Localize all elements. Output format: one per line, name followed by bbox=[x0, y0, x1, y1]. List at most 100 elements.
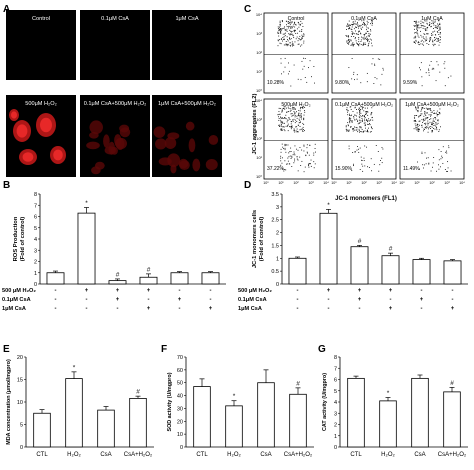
event-dot bbox=[371, 63, 373, 65]
event-dot bbox=[284, 147, 286, 149]
event-dot bbox=[350, 40, 352, 42]
event-dot bbox=[427, 108, 429, 110]
event-dot bbox=[365, 113, 367, 115]
event-dot bbox=[281, 121, 283, 123]
bar-chart-b: 0 1 2 3 4 5 6 7 8 ROS Production (Fold of control)… bbox=[2, 180, 226, 312]
bar bbox=[170, 272, 189, 285]
event-dot bbox=[437, 122, 439, 124]
event-dot bbox=[416, 21, 418, 23]
event-dot bbox=[299, 156, 301, 158]
event-dot bbox=[414, 36, 416, 38]
event-dot bbox=[438, 28, 440, 30]
event-dot bbox=[369, 33, 371, 35]
event-dot bbox=[292, 114, 294, 116]
event-dot bbox=[366, 146, 368, 148]
bar-chart-f: 0 10 20 30 40 50 60 70 SOD activity (U/mgpro) F CT… bbox=[161, 344, 314, 458]
event-dot bbox=[423, 33, 425, 35]
event-dot bbox=[355, 129, 357, 131]
event-dot bbox=[361, 131, 363, 133]
event-dot bbox=[366, 120, 368, 121]
event-dot bbox=[293, 107, 295, 109]
event-dot bbox=[361, 118, 363, 119]
event-dot bbox=[291, 26, 293, 28]
event-dot bbox=[426, 157, 427, 159]
event-dot bbox=[426, 112, 428, 113]
event-dot bbox=[429, 23, 430, 25]
event-dot bbox=[426, 33, 428, 35]
stained-cell-core bbox=[53, 149, 63, 161]
event-dot bbox=[281, 129, 283, 131]
event-dot bbox=[291, 33, 293, 35]
event-dot bbox=[280, 128, 282, 130]
bar-chart-g: 0 1 2 3 4 5 6 7 8 CAT activity (U/mgpro) G CTL * H₂O₂… bbox=[318, 344, 468, 458]
event-dot bbox=[309, 144, 311, 146]
significance-mark: # bbox=[296, 380, 300, 387]
event-dot bbox=[415, 126, 417, 128]
flow-tick-label: 10² bbox=[293, 181, 299, 185]
event-dot bbox=[311, 76, 312, 78]
micrograph-background bbox=[6, 10, 76, 80]
event-dot bbox=[300, 23, 302, 25]
event-dot bbox=[420, 43, 422, 45]
event-dot bbox=[429, 121, 431, 123]
event-dot bbox=[370, 39, 372, 41]
event-dot bbox=[367, 39, 369, 41]
event-dot bbox=[304, 58, 306, 59]
event-dot bbox=[281, 128, 283, 130]
event-dot bbox=[369, 123, 370, 124]
event-dot bbox=[284, 117, 286, 119]
event-dot bbox=[448, 145, 450, 147]
event-dot bbox=[424, 33, 426, 35]
event-dot bbox=[415, 128, 417, 130]
bar bbox=[288, 257, 307, 285]
event-dot bbox=[280, 58, 282, 60]
event-dot bbox=[369, 124, 371, 126]
event-dot bbox=[352, 151, 354, 153]
event-dot bbox=[424, 113, 426, 115]
event-dot bbox=[359, 131, 361, 133]
event-dot bbox=[358, 27, 359, 29]
flow-tick-label: 10¹ bbox=[256, 69, 262, 74]
event-dot bbox=[280, 122, 282, 124]
event-dot bbox=[360, 121, 362, 123]
event-dot bbox=[415, 21, 417, 23]
event-dot bbox=[287, 22, 289, 24]
event-dot bbox=[365, 29, 367, 31]
event-dot bbox=[371, 128, 373, 130]
micrograph: 500μM H₂O₂ bbox=[6, 95, 76, 177]
faint-cell bbox=[205, 159, 218, 171]
event-dot bbox=[287, 125, 288, 127]
event-dot bbox=[413, 28, 415, 30]
event-dot bbox=[290, 158, 292, 159]
event-dot bbox=[415, 107, 417, 109]
bar-chart-d: 0 0.5 1 1.5 2 2.5 3 3.5 JC-1 monomers cells (Fold… bbox=[238, 180, 468, 312]
event-dot bbox=[382, 148, 384, 150]
treatment-sign: + bbox=[116, 288, 120, 294]
event-dot bbox=[280, 148, 282, 150]
event-dot bbox=[278, 118, 280, 119]
y-tick-label: 60 bbox=[177, 368, 183, 374]
y-tick-label: 2 bbox=[34, 260, 37, 266]
event-dot bbox=[426, 108, 428, 110]
event-dot bbox=[284, 145, 286, 147]
event-dot bbox=[294, 158, 296, 160]
event-dot bbox=[353, 165, 354, 167]
event-dot bbox=[282, 126, 284, 128]
event-dot bbox=[367, 40, 369, 42]
event-dot bbox=[430, 128, 431, 129]
event-dot bbox=[370, 30, 372, 32]
event-dot bbox=[354, 114, 356, 116]
event-dot bbox=[314, 148, 316, 149]
event-dot bbox=[423, 118, 425, 120]
event-dot bbox=[378, 170, 380, 172]
event-dot bbox=[297, 32, 299, 34]
treatment-sign: - bbox=[86, 306, 88, 312]
event-dot bbox=[287, 39, 288, 41]
event-dot bbox=[424, 29, 426, 30]
event-dot bbox=[291, 121, 293, 123]
event-dot bbox=[360, 24, 362, 26]
event-dot bbox=[277, 45, 279, 47]
event-dot bbox=[361, 120, 363, 122]
y-tick-label: 15 bbox=[17, 378, 23, 384]
event-dot bbox=[300, 118, 302, 120]
